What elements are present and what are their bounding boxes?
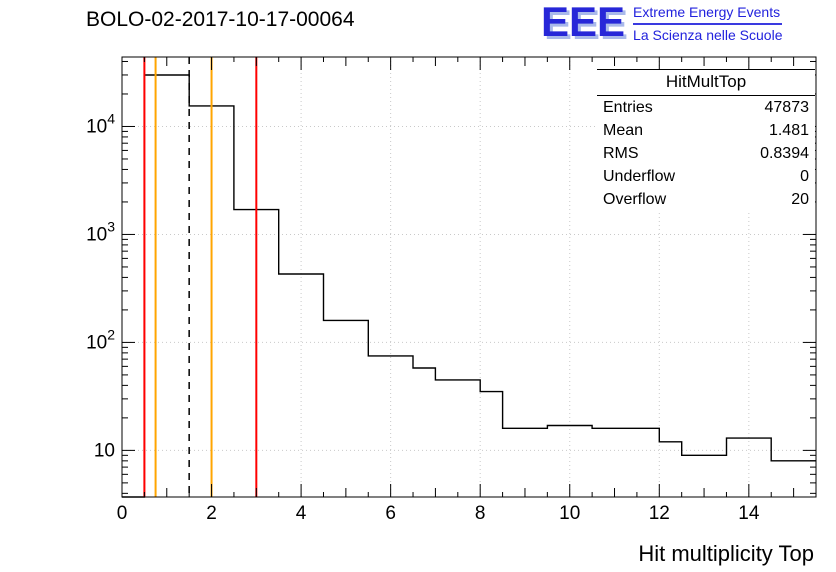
y-tick-label: 10 [94, 440, 115, 461]
stats-row-label: RMS [603, 145, 639, 162]
x-tick-label: 6 [385, 503, 396, 524]
stats-row: Entries 47873 [597, 96, 815, 119]
stats-box: HitMultTop Entries 47873 Mean 1.481 RMS 0.839… [597, 69, 815, 211]
stats-title: HitMultTop [597, 70, 815, 96]
stats-row-label: Overflow [603, 191, 667, 208]
stats-row: RMS 0.8394 [597, 142, 815, 165]
stats-rows: Entries 47873 Mean 1.481 RMS 0.8394 Underflow 0… [597, 96, 815, 211]
x-tick-label: 12 [649, 503, 670, 524]
stats-row-label: Mean [603, 122, 644, 139]
plot-title: BOLO-02-2017-10-17-00064 [86, 8, 355, 31]
eee-logo-line2: La Scienza nelle Scuole [633, 27, 783, 43]
x-tick-label: 8 [475, 503, 486, 524]
eee-logo-line1: Extreme Energy Events [633, 4, 783, 25]
stats-row-value: 0 [800, 168, 809, 185]
x-tick-label: 10 [559, 503, 580, 524]
y-tick-label: 103 [86, 218, 115, 245]
x-tick-label: 0 [117, 503, 128, 524]
stats-row-value: 0.8394 [760, 145, 809, 162]
stats-row-value: 1.481 [768, 122, 809, 139]
x-tick-label: 2 [206, 503, 217, 524]
stats-row: Mean 1.481 [597, 119, 815, 142]
y-tick-label: 102 [86, 326, 115, 353]
stats-row-label: Entries [603, 99, 653, 116]
y-tick-label: 104 [86, 110, 115, 137]
stats-row-label: Underflow [603, 168, 676, 185]
eee-logo-letters: EEE [541, 0, 626, 45]
x-tick-label: 4 [296, 503, 307, 524]
x-tick-label: 14 [738, 503, 760, 524]
stats-row: Overflow 20 [597, 188, 815, 211]
stats-row-value: 20 [791, 191, 809, 208]
stats-row: Underflow 0 [597, 165, 815, 188]
stats-row-value: 47873 [764, 99, 810, 116]
x-axis-label: Hit multiplicity Top [638, 541, 814, 566]
eee-logo-text: Extreme Energy Events La Scienza nelle S… [633, 4, 783, 44]
eee-logo: EEE Extreme Energy Events La Scienza nel… [541, 0, 783, 45]
